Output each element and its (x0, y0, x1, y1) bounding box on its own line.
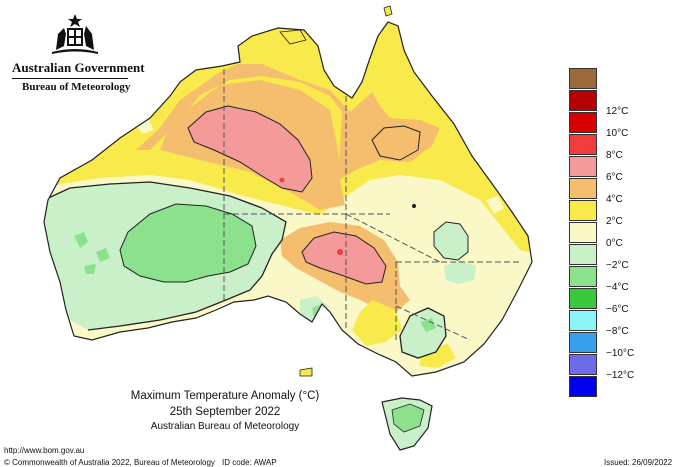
anomaly-contours (44, 105, 469, 359)
tasmania-fill (382, 398, 432, 450)
legend-swatch (569, 244, 597, 265)
coat-of-arms-icon (52, 14, 98, 54)
legend-label: −10°C (606, 348, 635, 359)
legend-label: 4°C (606, 194, 623, 205)
header-divider (12, 78, 128, 79)
tasmania-contour (391, 403, 425, 433)
legend-label: −8°C (606, 326, 629, 337)
footer-issued: Issued: 26/09/2022 (604, 458, 673, 467)
map-title-block: Maximum Temperature Anomaly (°C) 25th Se… (110, 388, 340, 434)
bureau-name: Bureau of Meteorology (22, 81, 131, 93)
tiwi-islands (279, 29, 307, 45)
legend-label: 8°C (606, 150, 623, 161)
state-borders (223, 60, 520, 341)
legend-swatch (569, 354, 597, 375)
footer-copyright: © Commonwealth of Australia 2022, Bureau… (4, 458, 215, 467)
legend-swatch (569, 156, 597, 177)
legend-swatch (569, 200, 597, 221)
cape-york-islands (383, 5, 393, 17)
legend-swatch (569, 332, 597, 353)
legend-swatch (569, 90, 597, 111)
legend-swatch (569, 310, 597, 331)
legend-label: −12°C (606, 370, 635, 381)
legend-label: 0°C (606, 238, 623, 249)
legend-swatch (569, 222, 597, 243)
legend-swatch (569, 112, 597, 133)
map-title: Maximum Temperature Anomaly (°C) (130, 390, 320, 402)
legend-label: 6°C (606, 172, 623, 183)
map-date: 25th September 2022 (169, 406, 281, 418)
footer-url[interactable]: http://www.bom.gov.au (4, 446, 85, 455)
legend-label: 10°C (606, 128, 629, 139)
legend-swatch (569, 376, 597, 397)
legend-label: 12°C (606, 106, 629, 117)
legend-swatch (569, 134, 597, 155)
tasmania-coastline (381, 397, 433, 451)
map-source: Australian Bureau of Meteorology (150, 421, 300, 432)
kangaroo-island (299, 367, 313, 377)
legend-swatch (569, 178, 597, 199)
legend-swatch (569, 68, 597, 89)
legend-swatch (569, 288, 597, 309)
legend-swatch (569, 266, 597, 287)
mainland-coastline (43, 21, 533, 377)
legend-label: −6°C (606, 304, 629, 315)
legend-label: 2°C (606, 216, 623, 227)
legend-label: −4°C (606, 282, 629, 293)
government-name: Australian Government (12, 60, 145, 75)
legend-label: −2°C (606, 260, 629, 271)
footer-id-code: ID code: AWAP (222, 458, 277, 467)
